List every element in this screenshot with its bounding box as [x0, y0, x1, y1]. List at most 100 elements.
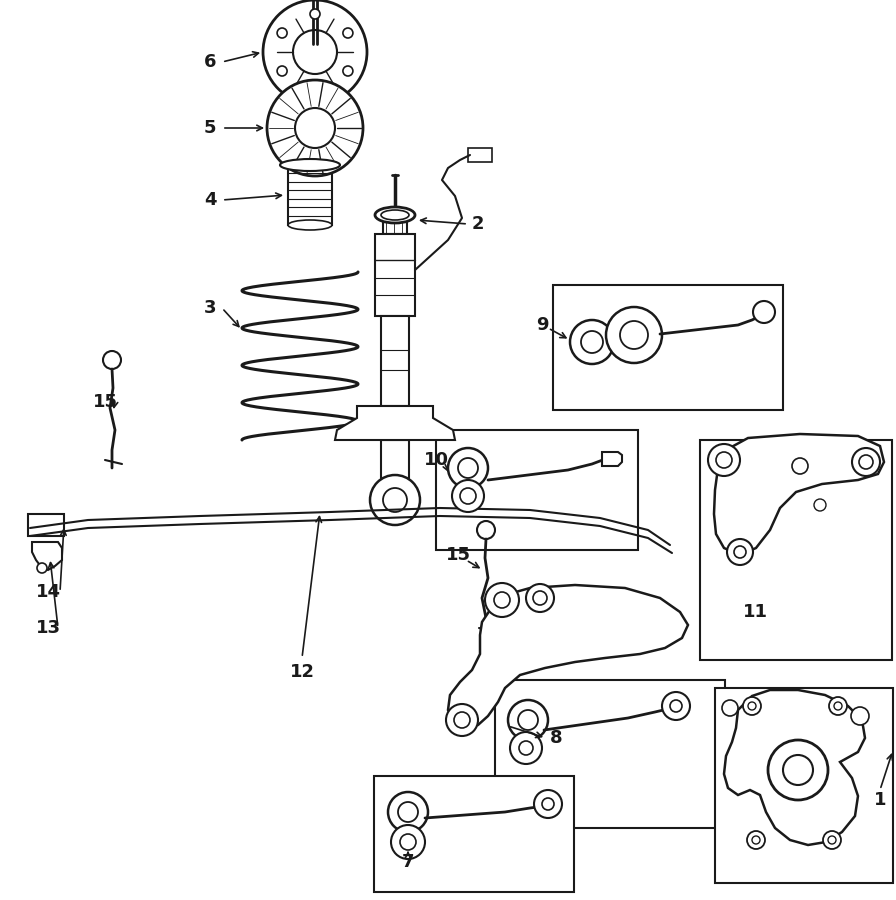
- Text: 6: 6: [203, 53, 216, 71]
- Circle shape: [446, 704, 478, 736]
- Circle shape: [452, 480, 484, 512]
- Circle shape: [852, 448, 880, 476]
- Text: 14: 14: [36, 583, 61, 601]
- Circle shape: [620, 321, 648, 349]
- Circle shape: [533, 591, 547, 605]
- Circle shape: [768, 740, 828, 800]
- Bar: [375, 234, 415, 316]
- Bar: [381, 440, 409, 488]
- Circle shape: [662, 692, 690, 720]
- Circle shape: [310, 85, 320, 95]
- Text: 7: 7: [401, 853, 414, 871]
- Circle shape: [370, 475, 420, 525]
- Ellipse shape: [381, 210, 409, 220]
- Text: 10: 10: [424, 451, 449, 469]
- Bar: [374, 776, 574, 892]
- Text: 3: 3: [203, 299, 216, 317]
- Circle shape: [670, 700, 682, 712]
- Ellipse shape: [288, 220, 332, 230]
- Circle shape: [460, 488, 476, 504]
- Circle shape: [277, 28, 287, 38]
- Text: 13: 13: [36, 619, 61, 637]
- Circle shape: [508, 700, 548, 740]
- Circle shape: [454, 712, 470, 728]
- Circle shape: [398, 802, 418, 822]
- Bar: [553, 285, 783, 410]
- Circle shape: [519, 741, 533, 755]
- Circle shape: [477, 521, 495, 539]
- Circle shape: [859, 455, 873, 469]
- Circle shape: [753, 301, 775, 323]
- Bar: [715, 688, 893, 883]
- Circle shape: [534, 790, 562, 818]
- Circle shape: [748, 702, 756, 710]
- Text: 8: 8: [549, 729, 563, 747]
- Bar: [381, 316, 409, 406]
- Circle shape: [485, 583, 519, 617]
- Polygon shape: [335, 406, 455, 440]
- Circle shape: [834, 702, 842, 710]
- Circle shape: [727, 539, 753, 565]
- Circle shape: [388, 792, 428, 832]
- Circle shape: [828, 836, 836, 844]
- Circle shape: [293, 30, 337, 74]
- Bar: [28, 514, 64, 536]
- Circle shape: [792, 458, 808, 474]
- Circle shape: [37, 563, 47, 573]
- Ellipse shape: [280, 159, 340, 171]
- Text: 5: 5: [203, 119, 216, 137]
- Ellipse shape: [375, 207, 415, 223]
- Text: 11: 11: [743, 603, 768, 621]
- Circle shape: [383, 488, 407, 512]
- Text: 12: 12: [289, 663, 314, 681]
- Polygon shape: [32, 542, 62, 570]
- Bar: [288, 165, 332, 225]
- Circle shape: [391, 825, 425, 859]
- Circle shape: [277, 66, 287, 76]
- Polygon shape: [714, 434, 884, 555]
- Circle shape: [743, 697, 761, 715]
- Circle shape: [103, 351, 121, 369]
- Text: 4: 4: [203, 191, 216, 209]
- Circle shape: [263, 0, 367, 104]
- Circle shape: [722, 700, 738, 716]
- Polygon shape: [602, 452, 622, 466]
- Ellipse shape: [267, 80, 363, 176]
- Text: 15: 15: [92, 393, 117, 411]
- Bar: [495, 680, 725, 828]
- Text: 2: 2: [472, 215, 484, 233]
- Circle shape: [518, 710, 538, 730]
- Circle shape: [783, 755, 813, 785]
- Bar: [700, 440, 892, 660]
- Bar: [436, 430, 638, 550]
- Circle shape: [708, 444, 740, 476]
- Circle shape: [510, 732, 542, 764]
- Circle shape: [448, 448, 488, 488]
- Circle shape: [716, 452, 732, 468]
- Circle shape: [343, 66, 353, 76]
- Circle shape: [581, 331, 603, 353]
- Circle shape: [734, 546, 746, 558]
- Circle shape: [542, 798, 554, 810]
- Circle shape: [458, 458, 478, 478]
- Circle shape: [343, 28, 353, 38]
- Circle shape: [606, 307, 662, 363]
- Polygon shape: [448, 585, 688, 728]
- Circle shape: [310, 9, 320, 19]
- Text: 1: 1: [874, 791, 886, 809]
- Text: 9: 9: [536, 316, 548, 334]
- Bar: [468, 148, 492, 162]
- Circle shape: [494, 592, 510, 608]
- Circle shape: [747, 831, 765, 849]
- Circle shape: [823, 831, 841, 849]
- Circle shape: [829, 697, 847, 715]
- Circle shape: [752, 836, 760, 844]
- Circle shape: [814, 499, 826, 511]
- Circle shape: [400, 834, 416, 850]
- Circle shape: [851, 707, 869, 725]
- Circle shape: [295, 108, 335, 148]
- Circle shape: [526, 584, 554, 612]
- Bar: [383, 222, 407, 234]
- Text: 15: 15: [445, 546, 470, 564]
- Circle shape: [570, 320, 614, 364]
